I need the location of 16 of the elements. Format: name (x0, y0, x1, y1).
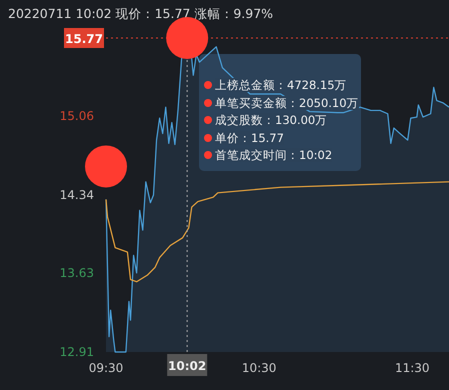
y-tick-label: 12.91 (60, 345, 94, 359)
y-tick-label: 15.06 (60, 108, 94, 123)
x-tick-label: 09:30 (88, 361, 124, 375)
y-tick-label: 14.34 (60, 188, 94, 202)
y-tick-label: 13.63 (60, 266, 94, 280)
line-series (105, 181, 449, 282)
annotation: 单笔买卖金额：2050.10万 (215, 96, 359, 110)
x-tick-label: 11:30 (394, 361, 430, 375)
chart-title: 20220711 10:02 现价：15.77 涨幅：9.97% (8, 6, 274, 23)
annotation: 成交股数：130.00万 (215, 113, 328, 127)
ref-line-label: 15.77 (65, 32, 103, 46)
annotation: 首笔成交时间：10:02 (215, 148, 332, 162)
x-tick-label: 10:30 (242, 361, 276, 375)
ref-line-label: 10:02 (168, 359, 206, 373)
annotation: 上榜总金额：4728.15万 (215, 78, 347, 92)
annotation: 单价：15.77 (215, 130, 284, 144)
